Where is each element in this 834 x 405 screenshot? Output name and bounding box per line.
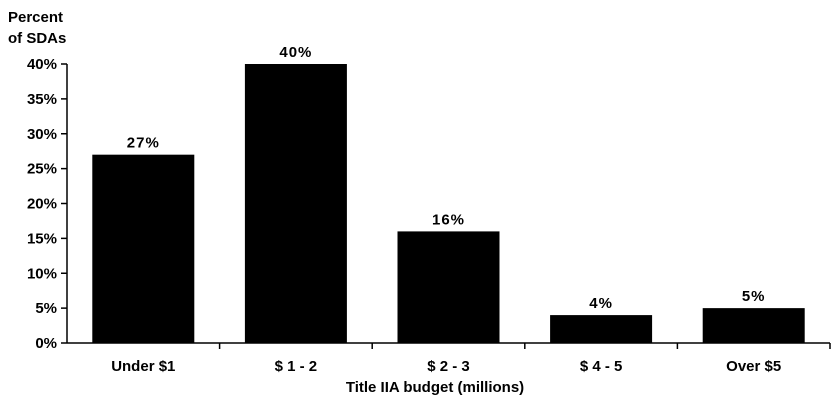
category-label: Under $1 xyxy=(111,358,175,375)
y-tick-label: 20% xyxy=(27,196,57,213)
category-label: $ 1 - 2 xyxy=(275,358,318,375)
x-axis-label: Title IIA budget (millions) xyxy=(346,379,524,396)
category-labels: Under $1 $ 1 - 2 $ 2 - 3 $ 4 - 5 Over $5 xyxy=(111,358,781,375)
bar xyxy=(92,154,195,343)
bars xyxy=(92,64,805,343)
y-tick-label: 0% xyxy=(35,335,57,352)
data-label: 40% xyxy=(279,44,312,61)
data-label: 16% xyxy=(432,211,465,228)
y-axis-label-line-2: of SDAs xyxy=(8,30,66,47)
y-axis-label: Percent of SDAs xyxy=(8,9,66,47)
data-label: 27% xyxy=(127,135,160,152)
bar xyxy=(397,231,500,343)
y-tick-label: 15% xyxy=(27,230,57,247)
x-ticks xyxy=(218,343,831,349)
data-label: 4% xyxy=(589,295,613,312)
bar xyxy=(702,308,805,343)
bar xyxy=(244,64,347,343)
y-tick-label: 5% xyxy=(35,300,57,317)
bar xyxy=(550,315,653,343)
category-label: $ 4 - 5 xyxy=(580,358,623,375)
category-label: $ 2 - 3 xyxy=(427,358,470,375)
data-label: 5% xyxy=(742,288,766,305)
data-labels: 27% 40% 16% 4% 5% xyxy=(127,44,766,312)
category-label: Over $5 xyxy=(726,358,781,375)
y-tick-label: 40% xyxy=(27,56,57,73)
y-ticks: 0% 5% 10% 15% 20% 25% 30% 35% 40% xyxy=(27,56,67,352)
y-tick-label: 25% xyxy=(27,161,57,178)
y-axis-label-line-1: Percent xyxy=(8,9,63,26)
y-tick-label: 35% xyxy=(27,91,57,108)
y-tick-label: 30% xyxy=(27,126,57,143)
y-tick-label: 10% xyxy=(27,265,57,282)
